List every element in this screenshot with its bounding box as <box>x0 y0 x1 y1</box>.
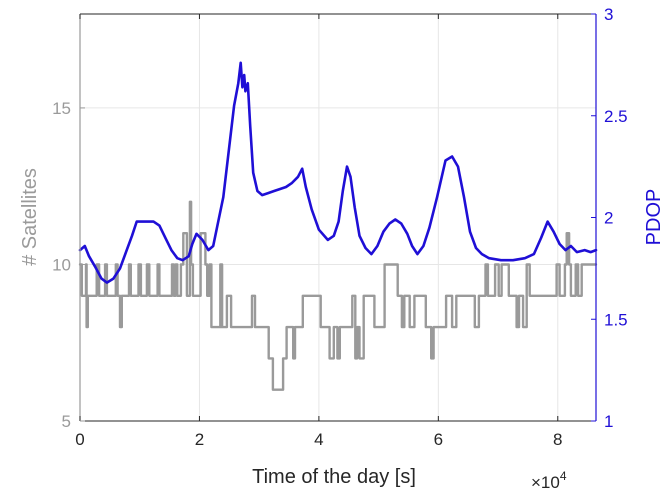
x-axis-exponent-power: 4 <box>560 469 567 483</box>
right-tick-label: 2 <box>604 209 613 228</box>
series-line-pdop <box>78 61 598 284</box>
x-tick-label: 6 <box>434 430 443 449</box>
x-axis-label: Time of the day [s] <box>252 466 416 488</box>
x-tick-label: 0 <box>75 430 84 449</box>
series-layer <box>78 61 598 391</box>
x-tick-label: 4 <box>314 430 323 449</box>
right-tick-label: 2.5 <box>604 107 628 126</box>
left-tick-label: 5 <box>62 412 71 431</box>
right-y-axis-label: PDOP <box>643 189 665 246</box>
series-line-satellites <box>78 200 598 391</box>
right-tick-label: 3 <box>604 5 613 24</box>
x-axis-exponent: ×104 <box>531 469 567 492</box>
left-tick-label: 10 <box>52 255 71 274</box>
left-tick-label: 15 <box>52 99 71 118</box>
grid-lines <box>80 14 596 421</box>
x-axis-exponent-base: ×10 <box>531 473 560 492</box>
right-tick-label: 1 <box>604 412 613 431</box>
x-tick-label: 8 <box>553 430 562 449</box>
x-tick-label: 2 <box>195 430 204 449</box>
axes-layer: 0 2 4 6 8 5 10 15 1 1.5 2 2.5 3 <box>52 5 628 449</box>
left-y-axis-label: # Satellites <box>19 168 41 266</box>
right-tick-label: 1.5 <box>604 310 628 329</box>
